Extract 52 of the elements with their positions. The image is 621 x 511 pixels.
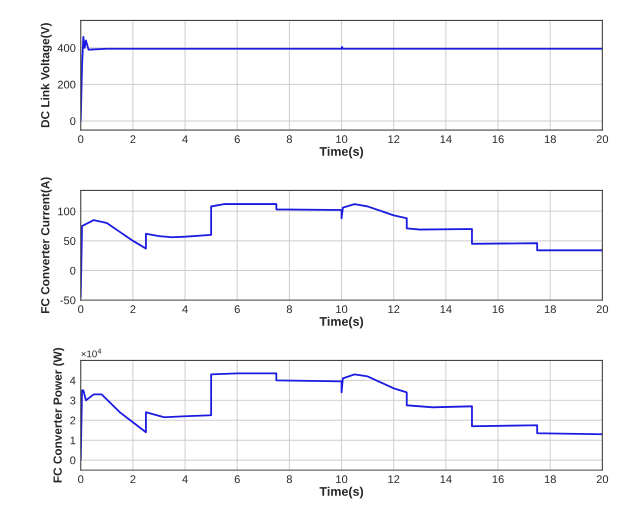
x-tick-label: 16 [492, 135, 504, 144]
x-tick-label: 4 [182, 475, 188, 484]
y-tick-label: 100 [58, 207, 76, 216]
x-tick-label: 6 [234, 475, 240, 484]
x-tick-label: 10 [336, 475, 348, 484]
y-axis-title: FC Converter Current(A) [40, 177, 52, 314]
y-tick-label: 2 [70, 416, 76, 424]
y-tick-label: 0 [70, 266, 76, 275]
x-tick-label: 2 [130, 475, 136, 484]
y-tick-label: 1 [70, 436, 76, 444]
x-tick-label: 18 [544, 475, 556, 484]
x-tick-label: 18 [544, 135, 556, 144]
x-tick-label: 12 [388, 475, 400, 484]
x-tick-label: 6 [234, 135, 240, 144]
x-tick-label: 12 [388, 135, 400, 144]
y-axis-title: DC Link Voltage(V) [40, 23, 52, 128]
text: ×10$^{4}$ [81, 348, 102, 358]
x-tick-label: 0 [78, 475, 84, 484]
x-axis-title: Time(s) [320, 486, 364, 498]
x-tick-label: 8 [286, 135, 292, 144]
x-tick-label: 2 [130, 135, 136, 144]
y-tick-label: -50 [60, 296, 76, 304]
y-tick-label: 50 [64, 237, 76, 245]
x-tick-label: 2 [130, 305, 136, 314]
y-axis-title: FC Converter Power (W) [53, 348, 64, 482]
x-tick-label: 16 [492, 305, 504, 314]
y-tick-label: 0 [70, 456, 76, 464]
y-tick-label: 3 [70, 396, 76, 404]
x-tick-label: 6 [234, 305, 240, 314]
y-tick-label: 4 [70, 376, 76, 384]
x-tick-label: 20 [596, 475, 608, 484]
x-axis-title: Time(s) [320, 146, 364, 158]
x-tick-label: 0 [78, 135, 84, 144]
x-axis-title: Time(s) [320, 316, 364, 328]
y-tick-label: 0 [70, 117, 76, 126]
x-tick-label: 8 [286, 305, 292, 314]
x-tick-label: 20 [596, 305, 608, 314]
x-tick-label: 10 [336, 305, 348, 314]
x-tick-label: 20 [596, 135, 608, 144]
x-tick-label: 18 [544, 305, 556, 314]
x-tick-label: 4 [182, 135, 188, 144]
x-tick-label: 14 [440, 135, 452, 144]
x-tick-label: 0 [78, 305, 84, 314]
x-tick-label: 14 [440, 475, 452, 484]
x-tick-label: 4 [182, 305, 188, 314]
x-tick-label: 16 [492, 475, 504, 484]
x-tick-label: 10 [336, 135, 348, 144]
y-tick-label: 400 [58, 44, 76, 52]
y-tick-label: 200 [58, 80, 76, 89]
x-tick-label: 8 [286, 475, 292, 484]
x-tick-label: 12 [388, 305, 400, 314]
x-tick-label: 14 [440, 305, 452, 314]
